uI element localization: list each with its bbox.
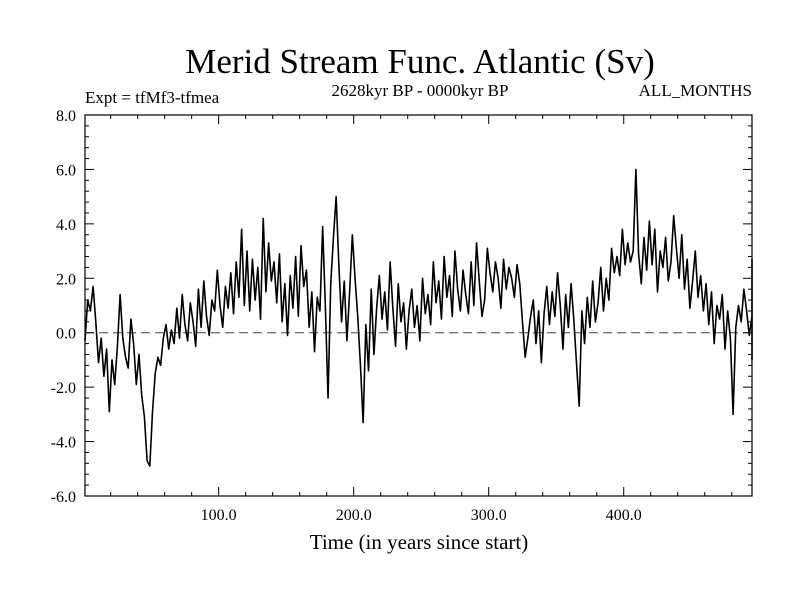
subtitle-period: 2628kyr BP - 0000kyr BP xyxy=(332,81,509,100)
y-tick-label: 6.0 xyxy=(56,162,76,179)
series-line-0 xyxy=(84,168,753,467)
subtitle-months: ALL_MONTHS xyxy=(639,81,752,100)
x-tick-label: 200.0 xyxy=(336,507,372,524)
chart-title: Merid Stream Func. Atlantic (Sv) xyxy=(185,42,655,81)
x-tick-label: 400.0 xyxy=(606,507,642,524)
y-tick-label: -6.0 xyxy=(51,489,76,506)
axis-tick-labels: -6.0 -4.0 -2.0 0.0 2.0 4.0 6.0 8.0 100.0 200.0 300… xyxy=(51,108,642,524)
y-tick-label: 4.0 xyxy=(56,217,76,234)
y-tick-label: 2.0 xyxy=(56,271,76,288)
y-tick-label: -2.0 xyxy=(51,380,76,397)
x-tick-label: 300.0 xyxy=(471,507,507,524)
plot-frame xyxy=(84,114,753,497)
series-group xyxy=(84,168,753,467)
y-tick-label: -4.0 xyxy=(51,435,76,452)
x-axis-label: Time (in years since start) xyxy=(310,530,529,554)
y-tick-label: 8.0 xyxy=(56,108,76,125)
x-tick-label: 100.0 xyxy=(201,507,237,524)
y-tick-label: 0.0 xyxy=(56,326,76,343)
subtitle-expt: Expt = tfMf3-tfmea xyxy=(85,88,220,107)
